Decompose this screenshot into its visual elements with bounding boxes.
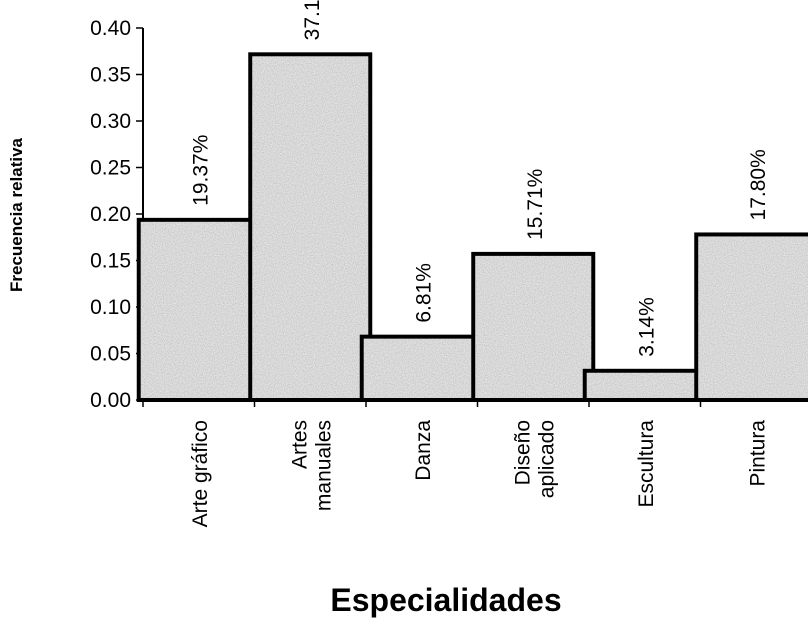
data-label: 19.37%: [190, 135, 213, 206]
y-tick-label: 0.40: [90, 17, 131, 40]
y-tick-label: 0.35: [90, 64, 131, 87]
x-category-label: Danza: [412, 420, 435, 481]
y-tick-label: 0.30: [90, 110, 131, 133]
x-category-label: Diseño: [511, 420, 534, 485]
y-tick-label: 0.10: [90, 296, 131, 319]
y-axis: 0.00 0.05 0.10 0.15 0.20 0.25 0.30 0.35 0.40: [90, 17, 144, 412]
x-category-label: Arte gráfico: [189, 420, 212, 527]
bar-texture: [698, 236, 808, 398]
bar-texture: [252, 56, 369, 398]
data-label: 6.81%: [413, 263, 436, 323]
x-category-label: Escultura: [635, 420, 658, 508]
x-category-label: aplicado: [535, 420, 558, 498]
y-axis-title: Frecuencia relativa: [7, 137, 26, 292]
data-label: 17.80%: [747, 149, 770, 220]
y-tick-label: 0.05: [90, 343, 131, 366]
bars: 19.37% 37.17% 6.81% 15.71% 3.14% 17.80%: [136, 0, 808, 403]
x-category-label: manuales: [312, 420, 335, 511]
x-category-label: Artes: [288, 420, 311, 469]
bar-texture: [363, 338, 480, 398]
bar-texture: [586, 372, 703, 398]
y-tick-label: 0.00: [90, 389, 131, 412]
bar-texture: [140, 221, 257, 398]
y-tick-label: 0.15: [90, 250, 131, 273]
y-tick-label: 0.20: [90, 203, 131, 226]
data-label: 3.14%: [636, 297, 659, 357]
bar-texture: [475, 255, 592, 398]
x-axis: Arte gráfico Artes manuales Danza Diseño apli…: [142, 399, 808, 527]
x-axis-title: Especialidades: [330, 582, 561, 618]
y-tick-label: 0.25: [90, 157, 131, 180]
data-label: 15.71%: [524, 169, 547, 240]
data-label: 37.17%: [301, 0, 324, 40]
x-category-label: Pintura: [746, 420, 769, 487]
